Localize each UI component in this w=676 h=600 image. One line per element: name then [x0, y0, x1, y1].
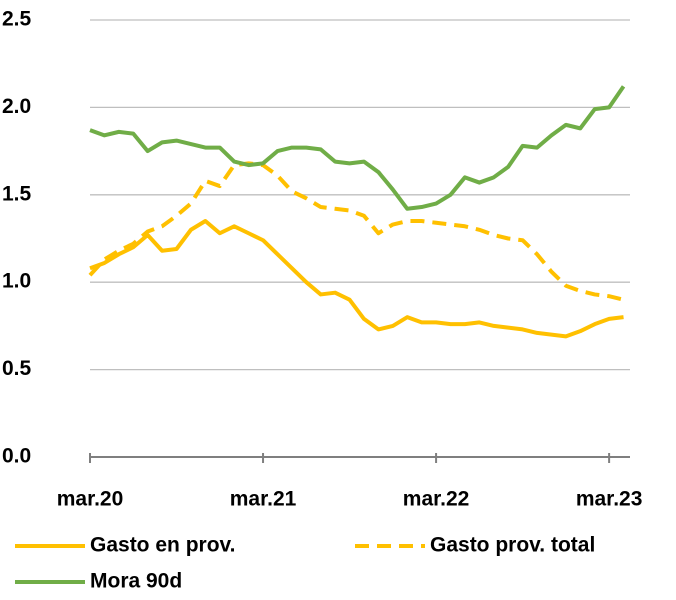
- y-tick-label: 2.0: [2, 95, 31, 118]
- y-tick-label: 1.0: [2, 270, 31, 293]
- series-line: [88, 161, 625, 302]
- y-tick-label: 0.0: [2, 445, 31, 468]
- legend-label: Gasto prov. total: [430, 534, 595, 557]
- series-line: [89, 85, 626, 211]
- legend-label: Mora 90d: [90, 570, 182, 593]
- legend-label: Gasto en prov.: [90, 534, 235, 557]
- y-tick-label: 1.5: [2, 182, 32, 205]
- y-tick-label: 0.5: [2, 357, 32, 380]
- x-tick-label: mar.22: [403, 488, 470, 511]
- x-tick-label: mar.23: [576, 488, 643, 511]
- x-tick-label: mar.20: [57, 488, 124, 511]
- series-line: [89, 219, 624, 339]
- y-tick-label: 2.5: [2, 8, 32, 31]
- x-tick-label: mar.21: [230, 488, 297, 511]
